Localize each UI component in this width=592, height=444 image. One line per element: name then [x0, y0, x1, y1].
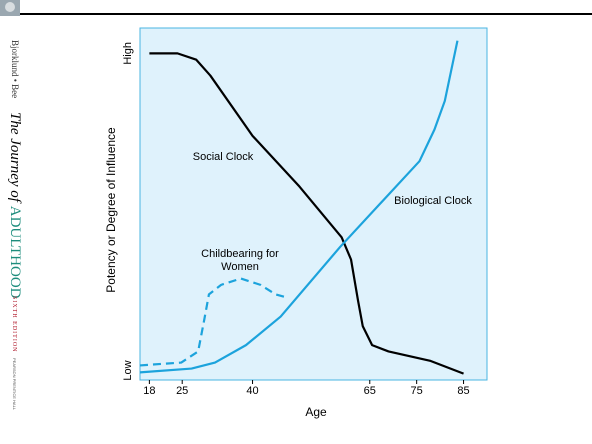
series-line — [149, 52, 464, 375]
x-tick-label: 25 — [176, 385, 188, 397]
y-tick-label: High — [122, 42, 134, 65]
x-tick-label: 40 — [246, 385, 258, 397]
x-axis-label: Age — [305, 405, 327, 419]
y-axis-label: Potency or Degree of Influence — [104, 127, 118, 293]
series-label: Biological Clock — [394, 195, 472, 207]
logo-icon-detail — [5, 2, 15, 12]
sidebar-title-main: ADULTHOOD — [7, 205, 23, 299]
sidebar-publisher: PEARSON PRENTICE HALL — [12, 358, 17, 411]
sidebar-title: The Journey of ADULTHOOD — [6, 112, 23, 299]
sidebar-edition: SIXTH EDITION — [11, 296, 17, 353]
x-tick-label: 65 — [364, 385, 376, 397]
series-line — [139, 40, 459, 374]
sidebar-title-prefix: The Journey of — [7, 112, 23, 202]
sidebar-authors: Bjorklund • Bee — [10, 40, 20, 99]
x-tick-label: 18 — [143, 385, 155, 397]
y-tick-label: Low — [122, 360, 134, 380]
series-line — [139, 277, 288, 367]
series-label: Childbearing for Women — [201, 248, 279, 273]
x-tick-label: 75 — [411, 385, 423, 397]
x-tick-label: 85 — [457, 385, 469, 397]
series-label: Social Clock — [192, 151, 254, 163]
